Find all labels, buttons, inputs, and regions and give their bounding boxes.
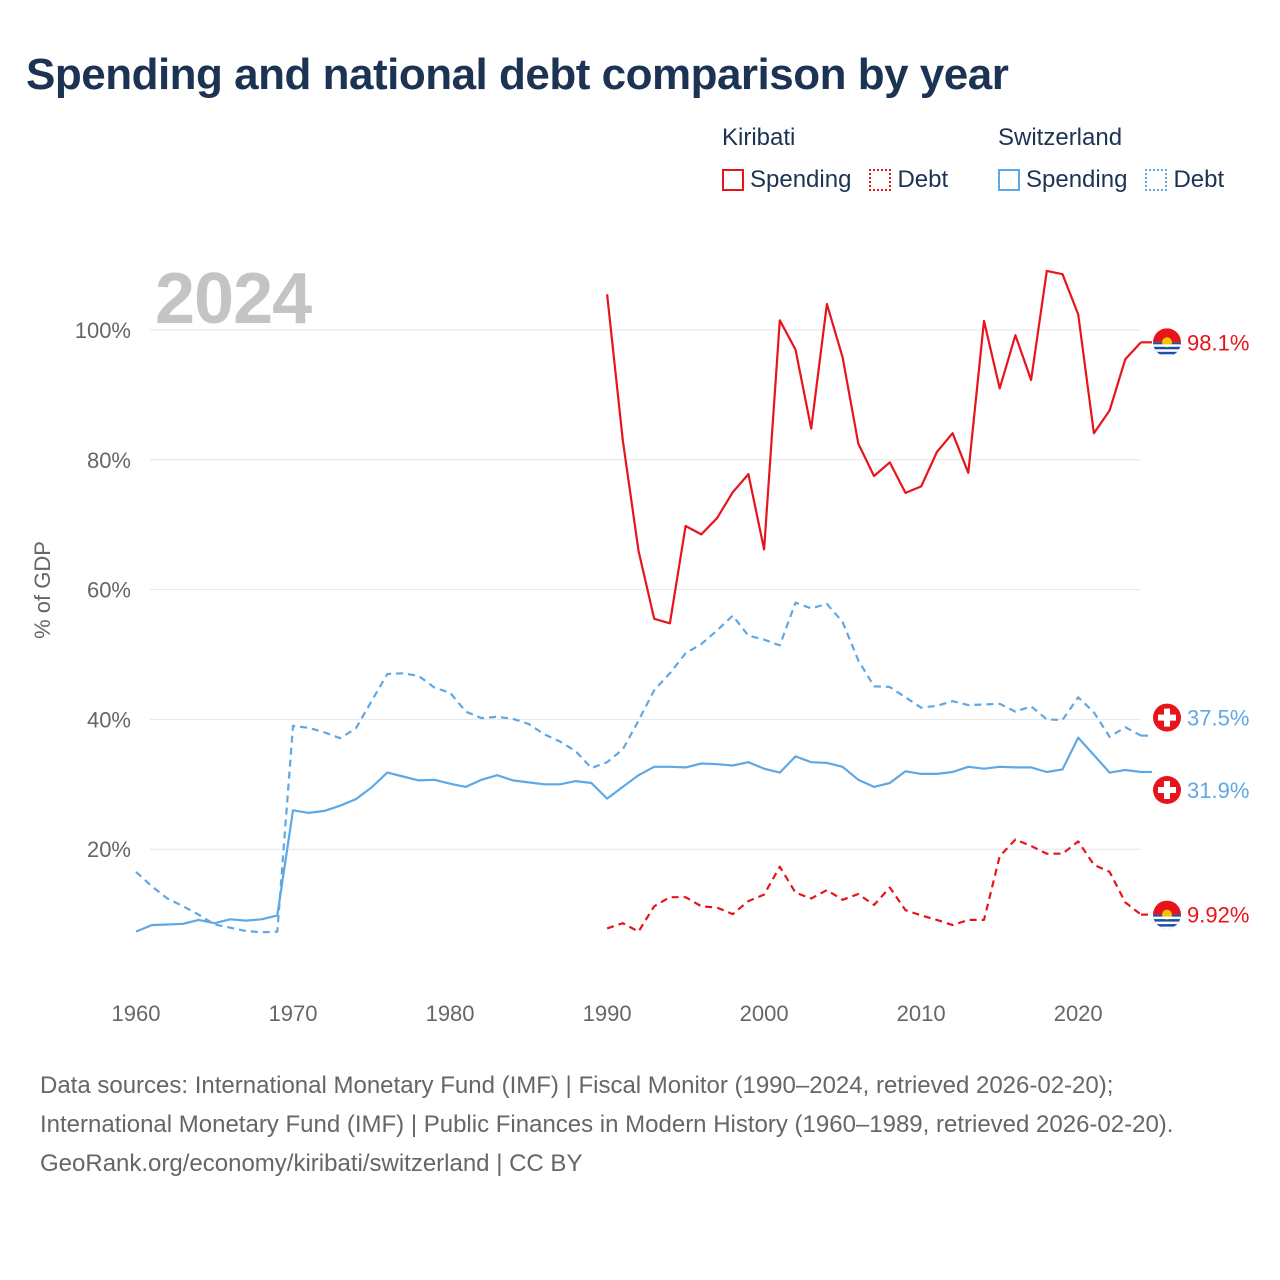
end-value-label: 37.5% xyxy=(1187,706,1249,731)
legend-swatch-dotted xyxy=(869,169,892,191)
y-tick-label: 20% xyxy=(87,837,131,862)
y-tick-label: 80% xyxy=(87,448,131,473)
x-tick-label: 2010 xyxy=(897,1001,946,1026)
legend-item-label: Spending xyxy=(1026,166,1128,193)
legend-country-label: Switzerland xyxy=(998,124,1123,151)
series-line-switzerland-debt[interactable] xyxy=(135,601,1142,934)
legend-swatch-solid xyxy=(998,169,1020,191)
legend-group-kiribati: Kiribati Spending Debt xyxy=(722,124,966,194)
legend-item-label: Debt xyxy=(1173,166,1225,193)
legend-item-kiribati-spending[interactable]: Spending xyxy=(722,166,851,194)
y-axis-label: % of GDP xyxy=(30,541,55,639)
end-value-label: 31.9% xyxy=(1187,778,1249,803)
end-value-label: 98.1% xyxy=(1187,330,1249,355)
x-tick-label: 1990 xyxy=(583,1001,632,1026)
y-tick-label: 40% xyxy=(87,707,131,732)
x-tick-label: 1970 xyxy=(269,1001,318,1026)
x-tick-label: 2000 xyxy=(740,1001,789,1026)
data-sources: Data sources: International Monetary Fun… xyxy=(40,1072,1174,1138)
y-tick-label: 60% xyxy=(87,578,131,603)
footer: Data sources: International Monetary Fun… xyxy=(40,1066,1240,1183)
legend-item-label: Debt xyxy=(897,166,949,193)
legend-group-switzerland: Switzerland Spending Debt xyxy=(998,124,1242,194)
series-line-switzerland-spending[interactable] xyxy=(135,736,1142,933)
legend-item-switzerland-spending[interactable]: Spending xyxy=(998,166,1127,194)
legend-swatch-dotted xyxy=(1145,169,1168,191)
x-tick-label: 1960 xyxy=(112,1001,161,1026)
legend-item-kiribati-debt[interactable]: Debt xyxy=(869,166,948,194)
series-line-kiribati-spending[interactable] xyxy=(606,269,1142,625)
chart-title: Spending and national debt comparison by… xyxy=(26,50,1009,99)
x-tick-label: 1980 xyxy=(426,1001,475,1026)
switzerland-flag-icon xyxy=(1153,703,1181,732)
y-tick-label: 100% xyxy=(75,318,131,343)
credit-line[interactable]: GeoRank.org/economy/kiribati/switzerland… xyxy=(40,1150,583,1177)
legend-country-label: Kiribati xyxy=(722,124,796,151)
x-tick-label: 2020 xyxy=(1054,1001,1103,1026)
series-line-kiribati-debt[interactable] xyxy=(606,838,1142,933)
legend-swatch-solid xyxy=(722,169,744,191)
year-watermark: 2024 xyxy=(155,259,312,339)
line-chart: 20% 40% 60% 80% 100% 1960 1970 1980 1990 2000 2010… xyxy=(30,259,1249,1026)
end-value-label: 9.92% xyxy=(1187,903,1249,928)
switzerland-flag-icon xyxy=(1153,776,1181,804)
kiribati-flag-icon xyxy=(1153,328,1181,357)
kiribati-flag-icon xyxy=(1153,900,1181,929)
legend-item-switzerland-debt[interactable]: Debt xyxy=(1145,166,1224,194)
legend-item-label: Spending xyxy=(750,166,852,193)
